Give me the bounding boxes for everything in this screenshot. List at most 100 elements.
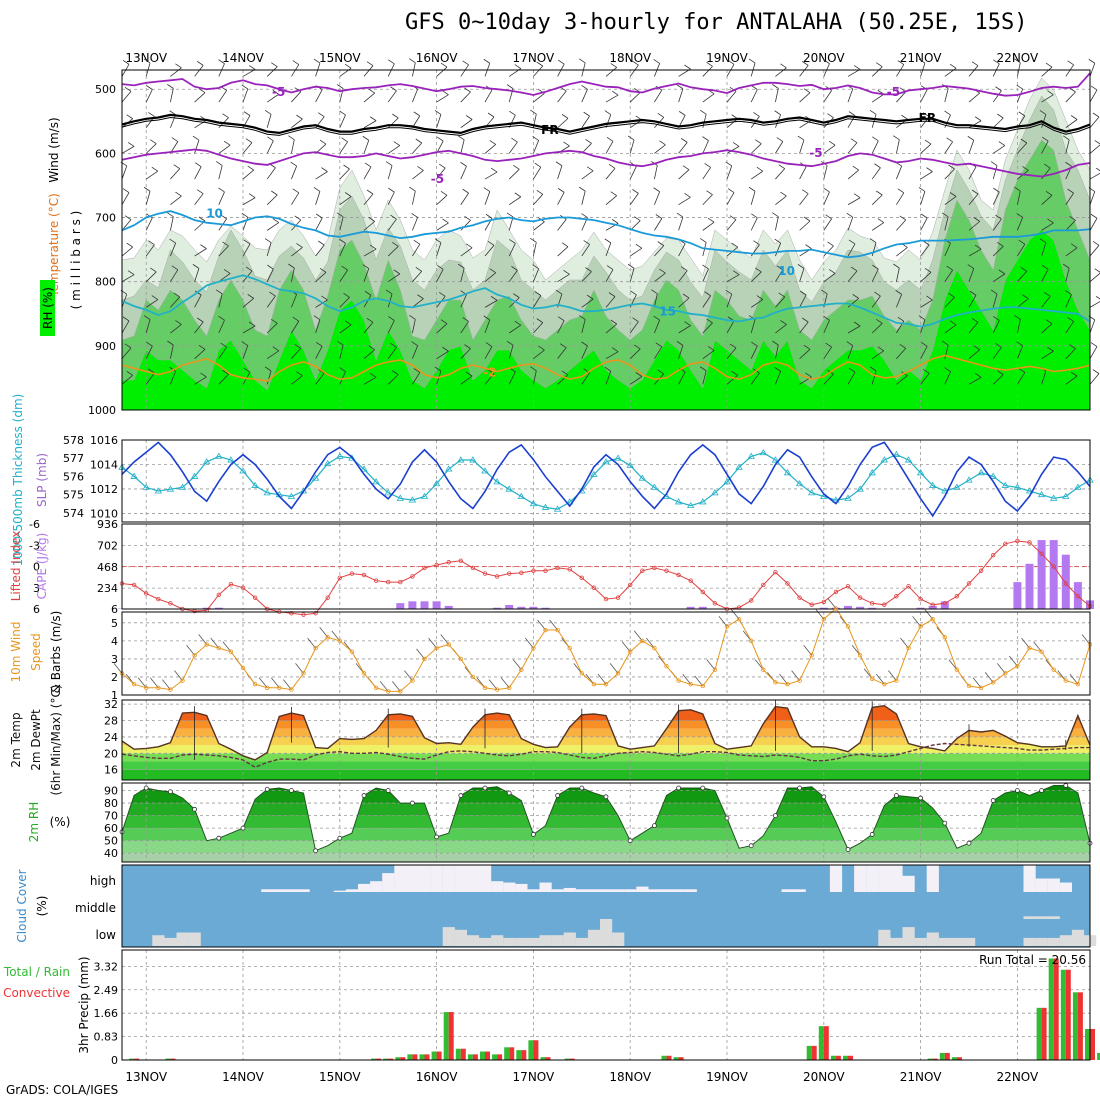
cloud-bar-middle [1047, 916, 1060, 919]
wind10-point [543, 627, 548, 633]
wind-barb-flag [949, 320, 957, 326]
thickness-point [904, 456, 913, 463]
credit-label: GrADS: COLA/IGES [6, 1083, 119, 1097]
date-label-top-16NOV: 16NOV [416, 51, 458, 65]
wind-barb [726, 146, 740, 154]
cloud-bar-high [660, 889, 673, 892]
wind-barb-flag [823, 187, 830, 193]
wind-barb [363, 268, 370, 282]
wind-barb [194, 294, 202, 308]
wind-barb [170, 269, 179, 282]
wind-barb [847, 88, 854, 103]
wind-barb [363, 322, 374, 334]
li-point [458, 558, 463, 564]
precip-total-bar [1036, 1007, 1042, 1060]
precip-total-bar [1097, 1052, 1100, 1060]
wind-barb-flag [990, 289, 998, 295]
wind-barb [412, 170, 424, 180]
precip-total-bar [843, 1055, 848, 1060]
wind-barb [581, 271, 592, 282]
precip-total-bar [528, 1040, 534, 1060]
wind-barb [339, 168, 350, 180]
precip-total-bar [818, 1026, 824, 1060]
wind-barb [1089, 319, 1096, 334]
wind-barb [194, 65, 204, 77]
wind-barb-flag [248, 321, 256, 327]
li-tick-label: -3 [29, 539, 40, 552]
ylabel-precip: 3hr Precip (mm) [77, 956, 91, 1053]
wind-barb-flag [369, 116, 377, 122]
wind-barb [387, 145, 401, 154]
wind-barb-flag [436, 265, 444, 270]
wind-barb-flag [920, 213, 928, 219]
wind-barb [436, 94, 449, 103]
wind-barb-flag [993, 187, 1000, 193]
temp-band [122, 745, 1090, 754]
thickness-point [529, 500, 538, 507]
rh2m-point [385, 788, 391, 793]
wind-barb-flag [998, 141, 1006, 146]
wind-barb [1089, 218, 1098, 231]
wind-barb [847, 298, 859, 308]
precip-tick-label: 1.66 [94, 1007, 119, 1020]
wind-barb [654, 319, 661, 334]
ylabel-wind: Wind (m/s) [47, 117, 61, 182]
wind-barb-flag [653, 315, 660, 321]
wind-barb-flag [464, 87, 471, 93]
thickness-point [408, 496, 417, 503]
wind-barb-flag [997, 241, 1004, 247]
wind-barb [1089, 245, 1100, 257]
wind-barb [871, 268, 879, 282]
wind-barb [339, 216, 344, 231]
wind-barb [944, 324, 957, 334]
wind-barb [121, 294, 128, 308]
wind-barb [654, 346, 663, 359]
wind-barb-flag [264, 366, 272, 372]
wind-barb-flag [799, 290, 807, 296]
wind10-point [240, 665, 246, 671]
wind-barb-flag [344, 320, 352, 326]
wind-barb-flag [1088, 58, 1096, 64]
precip-conv-bar [848, 1055, 853, 1060]
date-label-top-21NOV: 21NOV [900, 51, 942, 65]
wind-barb [1089, 191, 1096, 205]
wind-barb [1041, 66, 1053, 77]
wind-barb [557, 118, 569, 129]
wind10-point [228, 649, 234, 654]
li-point [168, 601, 173, 606]
wind-barb [387, 165, 393, 180]
wind-barb [799, 294, 807, 308]
wind-barb [581, 89, 588, 103]
wind10-point [422, 656, 427, 662]
thickness-point [553, 505, 562, 512]
pressure-tick-label: 800 [95, 276, 116, 289]
thickness-point [444, 465, 453, 472]
wind-barb [145, 299, 159, 308]
wind-barb [266, 323, 278, 334]
wind-barb-flag [971, 61, 979, 67]
temp-tick-label: 32 [104, 698, 118, 711]
wind-barb-flag [271, 190, 278, 196]
wind-barb-flag [922, 240, 930, 246]
thickness-point [130, 472, 138, 479]
wind-barb-flag [1069, 344, 1076, 349]
thickness-point [1001, 481, 1010, 488]
temp-band [122, 728, 1090, 737]
wind-barb-flag [751, 341, 758, 347]
cape-bar [493, 607, 502, 609]
temp-tick-label: 20 [104, 747, 118, 760]
wind-barb [871, 295, 881, 308]
ylabel-lifted-index: Lifted Index [9, 531, 23, 602]
li-point [966, 581, 972, 586]
wind-barb [629, 348, 641, 359]
wind-barb-flag [124, 215, 132, 220]
precip-conv-bar [472, 1054, 478, 1060]
cloud-bar-high [491, 881, 504, 892]
wind10-point [1003, 671, 1008, 676]
wind-barb-flag [413, 239, 421, 245]
pressure-tick-label: 600 [95, 147, 116, 160]
wind10-point [531, 645, 536, 651]
wind-barb-flag [872, 136, 879, 142]
pressure-tick-label: 900 [95, 340, 116, 353]
cloud-bar-high [1035, 878, 1048, 892]
